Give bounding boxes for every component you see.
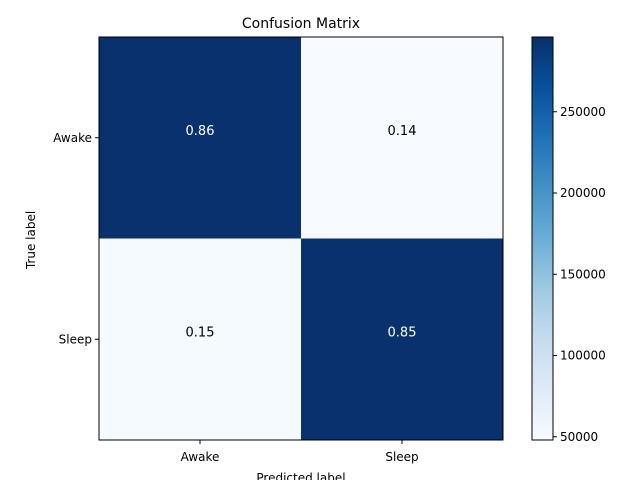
y-tick-label: Sleep: [59, 332, 92, 346]
colorbar-tick-label: 200000: [560, 186, 606, 200]
colorbar-tick-label: 150000: [560, 267, 606, 281]
y-axis-ticks: Awake Sleep: [53, 131, 99, 346]
colorbar-tick-label: 50000: [560, 430, 598, 444]
cell-value-label: 0.15: [186, 325, 215, 340]
x-tick-label: Awake: [181, 450, 220, 464]
matrix-cell-labels: 0.86 0.14 0.15 0.85: [186, 124, 417, 341]
matrix-cell: [99, 37, 301, 239]
colorbar: [531, 36, 554, 441]
x-axis-ticks: Awake Sleep: [181, 440, 419, 464]
x-axis-label: Predicted label: [256, 471, 345, 480]
matrix-cell: [301, 37, 503, 239]
colorbar-tick-label: 250000: [560, 105, 606, 119]
y-axis-label: True label: [24, 211, 38, 270]
x-tick-label: Sleep: [385, 450, 418, 464]
cell-value-label: 0.14: [388, 124, 417, 139]
matrix-cell: [99, 238, 301, 440]
matrix-cells: [99, 37, 503, 440]
chart-title: Confusion Matrix: [242, 16, 360, 32]
colorbar-tick-label: 100000: [560, 349, 606, 363]
colorbar-ticks: 50000 100000 150000 200000 250000: [553, 105, 606, 444]
plot-frame: [98, 36, 504, 441]
cell-value-label: 0.85: [388, 325, 417, 340]
matrix-cell: [301, 238, 503, 440]
cell-value-label: 0.86: [186, 124, 215, 139]
y-tick-label: Awake: [53, 131, 92, 145]
